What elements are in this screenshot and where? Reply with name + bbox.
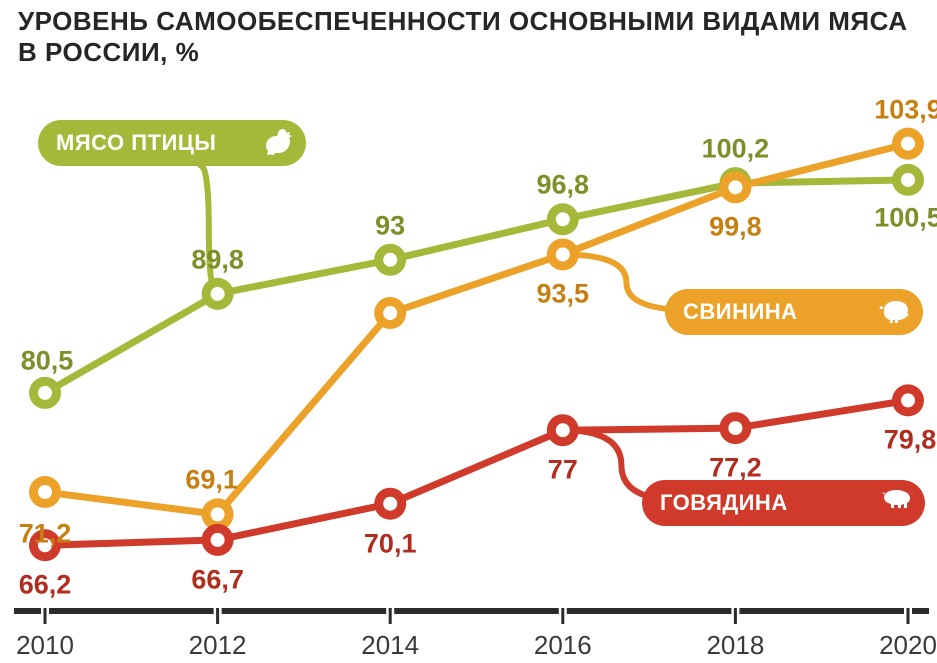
value-label: 71,2 — [19, 519, 72, 550]
value-label: 100,2 — [702, 134, 770, 165]
legend-pill-beef: ГОВЯДИНА — [642, 480, 925, 526]
chicken-icon — [260, 125, 296, 161]
value-label: 93,5 — [537, 279, 590, 310]
value-label: 96,8 — [537, 170, 590, 201]
xaxis-label: 2012 — [189, 630, 247, 661]
value-label: 69,1 — [185, 465, 238, 496]
cow-icon — [879, 485, 915, 521]
legend-label: МЯСО ПТИЦЫ — [56, 130, 216, 156]
legend-label: СВИНИНА — [683, 299, 798, 325]
legend-label: ГОВЯДИНА — [660, 490, 788, 516]
legend-pill-pork: СВИНИНА — [665, 289, 923, 335]
value-label: 100,5 — [874, 202, 937, 233]
value-label: 93 — [375, 210, 405, 241]
pig-icon — [877, 294, 913, 330]
xaxis-label: 2020 — [879, 630, 937, 661]
value-label: 80,5 — [21, 345, 74, 376]
value-label: 66,2 — [19, 570, 72, 601]
value-label: 77,2 — [709, 453, 762, 484]
xaxis-label: 2016 — [534, 630, 592, 661]
legend-pill-poultry: МЯСО ПТИЦЫ — [38, 120, 306, 166]
xaxis-label: 2018 — [706, 630, 764, 661]
value-label: 99,8 — [709, 212, 762, 243]
value-label: 70,1 — [364, 528, 417, 559]
value-label: 79,8 — [884, 425, 937, 456]
value-label: 66,7 — [191, 564, 244, 595]
xaxis-label: 2010 — [16, 630, 74, 661]
chart-canvas: УРОВЕНЬ САМООБЕСПЕЧЕННОСТИ ОСНОВНЫМИ ВИД… — [0, 0, 937, 663]
value-label: 103,9 — [874, 94, 937, 125]
value-label: 77 — [548, 455, 578, 486]
value-label: 89,8 — [191, 244, 244, 275]
xaxis-label: 2014 — [361, 630, 419, 661]
